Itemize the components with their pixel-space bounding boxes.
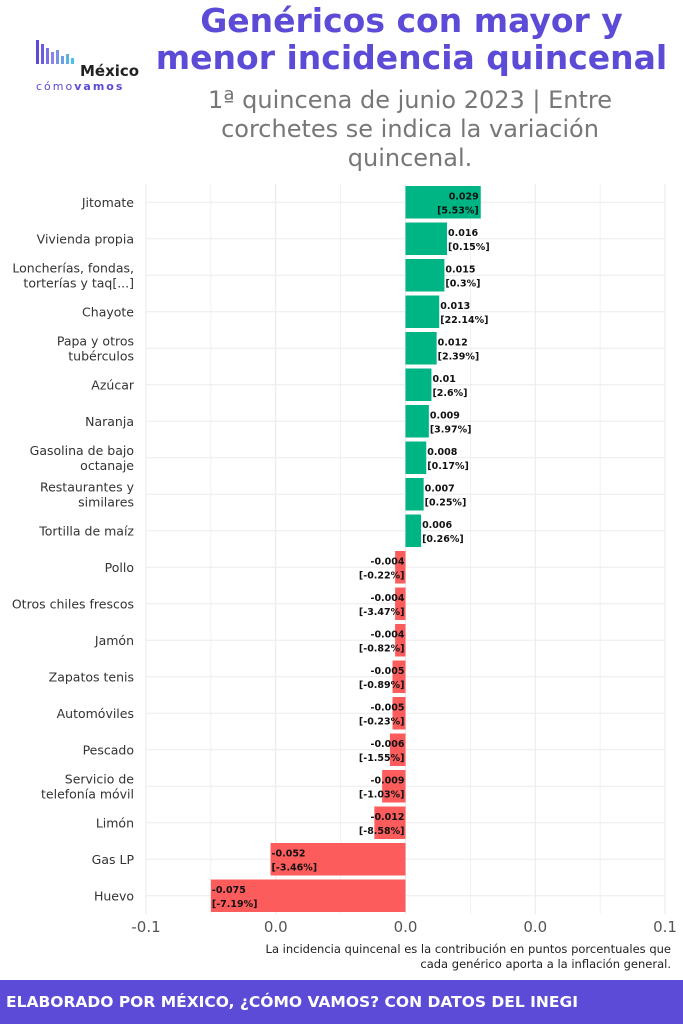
value-label: 0.008 [427, 447, 457, 458]
value-label: 0.009 [430, 410, 460, 421]
category-label: torterías y taq[...] [23, 275, 134, 290]
category-label: Servicio de [65, 771, 135, 786]
value-label: -0.004 [371, 593, 405, 604]
category-label: Pollo [105, 560, 134, 575]
variation-label: [-1.55%] [359, 753, 405, 764]
value-label: -0.075 [212, 885, 246, 896]
bar [389, 733, 406, 766]
chart-footnote: La incidencia quincenal es la contribuci… [265, 942, 671, 971]
bar [405, 514, 422, 547]
value-label: -0.005 [371, 666, 405, 677]
value-label: 0.012 [438, 337, 468, 348]
logo-tagline: cómovamos [36, 80, 125, 93]
variation-label: [3.97%] [430, 424, 472, 435]
value-label: 0.015 [445, 264, 475, 275]
value-label: 0.029 [449, 191, 479, 202]
category-label: Zapatos tenis [49, 669, 134, 684]
variation-label: [2.39%] [438, 351, 480, 362]
variation-label: [0.17%] [427, 461, 469, 472]
value-label: -0.009 [371, 775, 405, 786]
bar [395, 551, 406, 584]
variation-label: [22.14%] [440, 315, 488, 326]
variation-label: [-8.58%] [359, 826, 405, 837]
value-label: 0.01 [432, 374, 455, 385]
logo-bars-icon [36, 40, 74, 64]
value-label: 0.007 [425, 483, 455, 494]
value-label: 0.013 [440, 301, 470, 312]
category-label: Restaurantes y [40, 479, 135, 494]
bar [405, 332, 437, 365]
bar [405, 441, 427, 474]
variation-label: [5.53%] [437, 205, 479, 216]
variation-label: [0.15%] [448, 242, 490, 253]
value-label: 0.016 [448, 228, 478, 239]
value-label: -0.004 [371, 556, 405, 567]
value-label: 0.006 [422, 520, 452, 531]
category-label: Papa y otros [57, 333, 134, 348]
value-label: -0.005 [371, 702, 405, 713]
category-label: Otros chiles frescos [12, 596, 134, 611]
value-label: -0.012 [371, 812, 405, 823]
variation-label: [-3.47%] [359, 607, 405, 618]
category-label: Gasolina de bajo [30, 443, 134, 458]
value-label: -0.006 [371, 739, 405, 750]
bar [405, 405, 429, 438]
variation-label: [0.25%] [425, 497, 467, 508]
category-label: Gas LP [92, 852, 135, 867]
category-label: Jitomate [81, 195, 134, 210]
category-label: Pescado [83, 742, 134, 757]
variation-label: [-7.19%] [212, 899, 258, 910]
variation-label: [-0.23%] [359, 716, 405, 727]
bar [392, 697, 406, 730]
category-label: octanaje [80, 458, 134, 473]
page-subtitle: 1ª quincena de junio 2023 | Entre corche… [207, 86, 613, 172]
bar [392, 660, 406, 693]
bar [395, 624, 406, 657]
bar [270, 843, 406, 876]
bar-chart: Jitomate 0.029 [5.53%] Vivienda propia 0.016… [12, 184, 677, 936]
bar [374, 806, 406, 839]
bar [395, 587, 406, 620]
bar [405, 222, 448, 255]
category-label: tubérculos [68, 348, 134, 363]
variation-label: [-0.89%] [359, 680, 405, 691]
page-title: Genéricos con mayor y menor incidencia q… [155, 1, 668, 77]
variation-label: [-0.82%] [359, 643, 405, 654]
variation-label: [0.3%] [445, 278, 480, 289]
x-tick-label: 0.0 [264, 918, 288, 936]
variation-label: [-1.03%] [359, 789, 405, 800]
category-label: Jamón [94, 633, 134, 648]
category-label: Automóviles [57, 706, 134, 721]
category-label: Loncherías, fondas, [12, 260, 134, 275]
bar [405, 259, 445, 292]
category-label: Huevo [94, 888, 134, 903]
category-label: Chayote [82, 304, 134, 319]
category-label: Tortilla de maíz [38, 523, 134, 538]
category-label: similares [78, 494, 134, 509]
x-tick-label: 0.0 [523, 918, 547, 936]
bar [405, 295, 440, 328]
value-label: -0.052 [272, 848, 306, 859]
bar [210, 879, 406, 912]
bar [405, 478, 424, 511]
x-tick-label: 0.0 [394, 918, 418, 936]
x-tick-label: 0.1 [653, 918, 677, 936]
variation-label: [-3.46%] [272, 862, 318, 873]
value-label: -0.004 [371, 629, 405, 640]
variation-label: [2.6%] [432, 388, 467, 399]
category-label: telefonía móvil [41, 786, 134, 801]
category-label: Naranja [85, 414, 134, 429]
bar [405, 368, 432, 401]
bar [405, 186, 481, 219]
variation-label: [0.26%] [422, 534, 464, 545]
category-label: Vivienda propia [37, 231, 134, 246]
bar [382, 770, 406, 803]
variation-label: [-0.22%] [359, 570, 405, 581]
category-label: Azúcar [91, 377, 135, 392]
footer-credit: ELABORADO POR MÉXICO, ¿CÓMO VAMOS? CON D… [0, 980, 683, 1024]
category-label: Limón [96, 815, 134, 830]
logo-name: México [80, 62, 140, 80]
x-tick-label: -0.1 [131, 918, 160, 936]
